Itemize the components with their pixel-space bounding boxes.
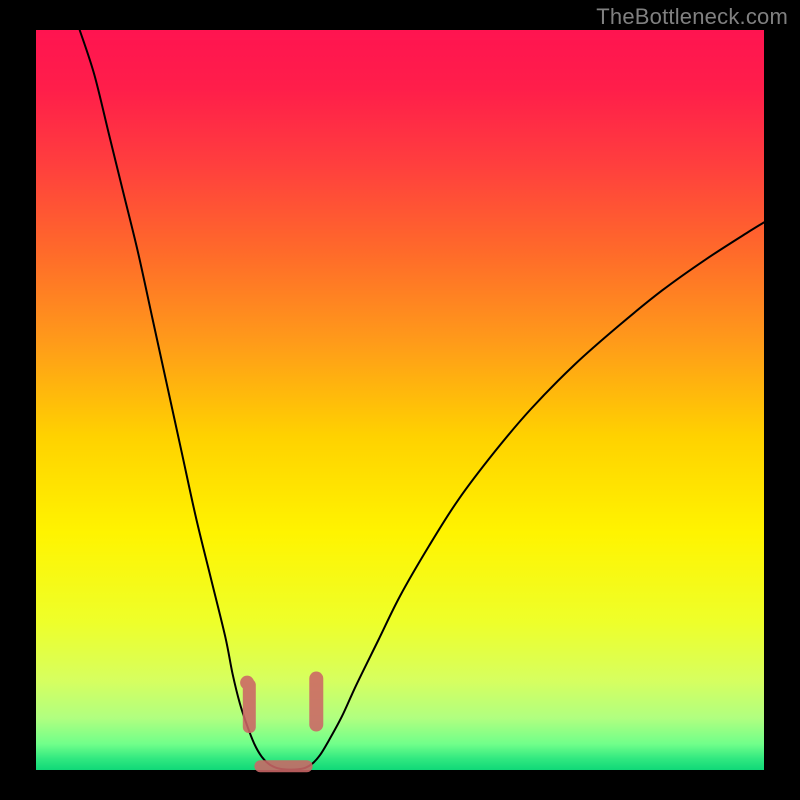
chart-container: TheBottleneck.com — [0, 0, 800, 800]
marker-dot — [240, 676, 254, 690]
watermark-label: TheBottleneck.com — [596, 4, 788, 30]
bottleneck-chart — [0, 0, 800, 800]
marker-bottom — [254, 760, 312, 772]
marker-bar-1 — [309, 672, 323, 732]
gradient-background — [36, 30, 764, 770]
